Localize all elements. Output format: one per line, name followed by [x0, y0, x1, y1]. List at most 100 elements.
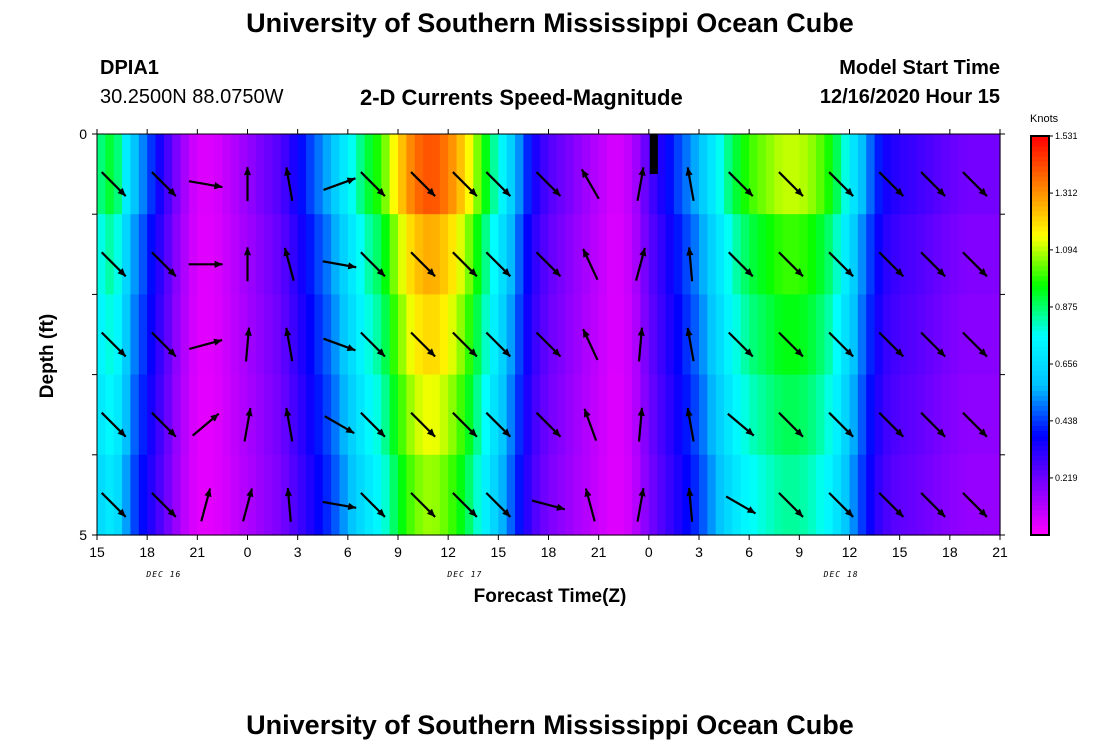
heatmap-cell: [941, 134, 951, 215]
heatmap-cell: [573, 374, 583, 456]
x-tick-label: 0: [244, 544, 252, 560]
heatmap-cell: [707, 374, 717, 456]
heatmap-cell: [456, 454, 466, 536]
heatmap-cell: [673, 214, 683, 295]
heatmap-cell: [389, 454, 399, 536]
heatmap-cell: [824, 294, 834, 376]
heatmap-cell: [749, 294, 759, 376]
colorbar-segment: [1031, 230, 1049, 237]
heatmap-cell: [623, 454, 633, 536]
heatmap-cell: [983, 454, 993, 536]
heatmap-cell: [147, 134, 157, 215]
colorbar-segment: [1031, 170, 1049, 177]
heatmap-cell: [322, 214, 332, 295]
heatmap-cell: [423, 294, 433, 376]
heatmap-cell: [523, 374, 533, 456]
heatmap-cell: [515, 214, 525, 295]
heatmap-cell: [824, 454, 834, 536]
colorbar-segment: [1031, 530, 1049, 536]
heatmap-cell: [372, 294, 382, 376]
current-vector-arrowhead: [844, 428, 854, 437]
heatmap-cell: [757, 214, 767, 295]
heatmap-cell: [230, 214, 240, 295]
heatmap-cell: [657, 134, 667, 215]
heatmap-cell: [757, 374, 767, 456]
heatmap-cell: [615, 214, 625, 295]
heatmap-cell: [306, 374, 315, 456]
heatmap-cell: [732, 214, 742, 295]
heatmap-cell: [657, 374, 667, 456]
heatmap-cell: [364, 134, 374, 215]
heatmap-cell: [807, 214, 817, 295]
heatmap-cell: [799, 374, 809, 456]
current-vector-arrowhead: [583, 408, 591, 418]
heatmap-cell: [974, 134, 984, 215]
heatmap-cell: [958, 214, 968, 295]
current-vector-arrowhead: [243, 167, 252, 176]
colorbar-tick-label: 0.875: [1055, 302, 1078, 312]
heatmap-cell: [180, 374, 190, 456]
heatmap-cell: [724, 454, 734, 536]
colorbar-segment: [1031, 210, 1049, 217]
colorbar-segment: [1031, 510, 1049, 516]
heatmap-cell: [264, 214, 274, 295]
heatmap-cell: [548, 294, 558, 376]
colorbar-segment: [1031, 265, 1049, 272]
colorbar-segment: [1031, 245, 1049, 252]
colorbar-segment: [1031, 150, 1049, 157]
current-vector-arrowhead: [167, 508, 176, 517]
heatmap-cell: [306, 294, 315, 376]
heatmap-cell: [398, 454, 407, 536]
current-vector-arrowhead: [895, 187, 904, 197]
colorbar-segment: [1031, 440, 1049, 446]
heatmap-cell: [556, 294, 566, 376]
heatmap-cell: [105, 134, 115, 215]
heatmap-cell: [172, 134, 182, 215]
heatmap-cell: [481, 214, 491, 295]
heatmap-cell: [799, 214, 809, 295]
heatmap-cell: [615, 374, 625, 456]
heatmap-cell: [289, 134, 299, 215]
current-vector-arrowhead: [936, 268, 946, 277]
heatmap-cell: [908, 214, 917, 295]
heatmap-cell: [598, 294, 608, 376]
heatmap-cell: [122, 454, 132, 536]
heatmap-cell: [924, 214, 934, 295]
heatmap-cell: [749, 374, 759, 456]
heatmap-cell: [314, 134, 324, 215]
heatmap-cell: [264, 134, 274, 215]
heatmap-cell: [707, 454, 717, 536]
colorbar-segment: [1031, 370, 1049, 376]
heatmap-cell: [908, 454, 917, 536]
heatmap-cell: [590, 214, 600, 295]
x-tick-label: 21: [591, 544, 607, 560]
current-vector-arrowhead: [744, 187, 753, 197]
heatmap-cell: [188, 214, 198, 295]
x-tick-label: 21: [992, 544, 1008, 560]
heatmap-cell: [138, 134, 148, 215]
heatmap-cell: [665, 374, 675, 456]
heatmap-cell: [331, 294, 341, 376]
current-vector-arrowhead: [794, 428, 803, 437]
colorbar-frame: [1030, 135, 1050, 536]
heatmap-cell: [239, 294, 249, 376]
heatmap-cell: [423, 454, 433, 536]
heatmap-cell: [289, 214, 299, 295]
heatmap-cell: [172, 214, 182, 295]
heatmap-cell: [849, 214, 859, 295]
current-vector-arrowhead: [376, 187, 385, 197]
colorbar-segment: [1031, 350, 1049, 357]
heatmap-cell: [832, 134, 842, 215]
current-vector-arrowhead: [685, 167, 693, 176]
colorbar-segment: [1031, 450, 1049, 456]
heatmap-cell: [473, 374, 483, 456]
y-axis-label: Depth (ft): [37, 313, 58, 399]
heatmap-cell: [347, 294, 357, 376]
heatmap-cell: [464, 294, 474, 376]
heatmap-cell: [138, 374, 148, 456]
current-vector-arrowhead: [584, 488, 592, 498]
heatmap-cell: [113, 454, 123, 536]
heatmap-cell: [506, 134, 516, 215]
heatmap-cell: [406, 294, 416, 376]
heatmap-cell: [765, 294, 775, 376]
